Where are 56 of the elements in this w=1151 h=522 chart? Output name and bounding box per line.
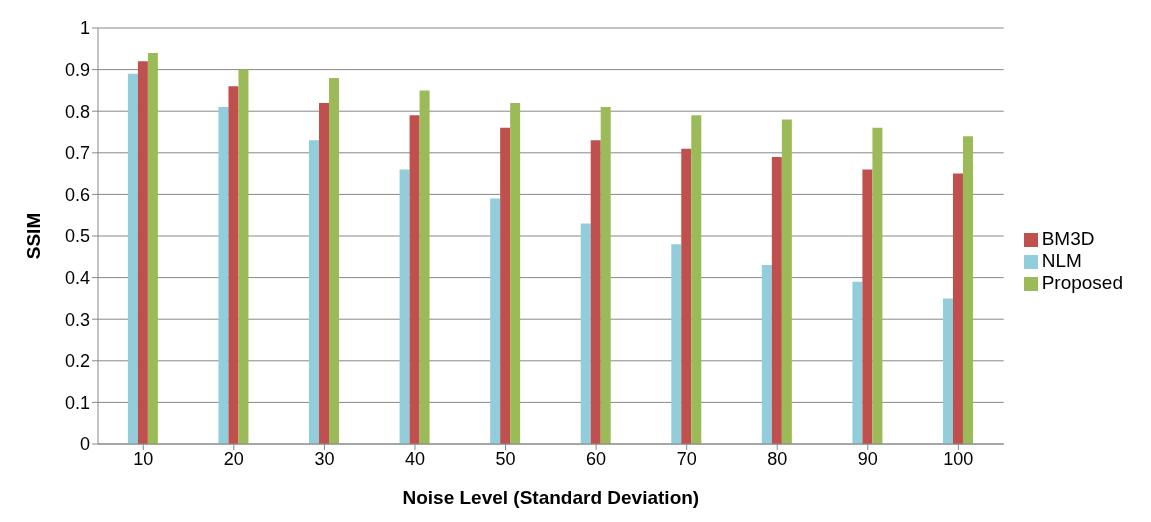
bar	[952, 173, 963, 444]
bar	[319, 102, 330, 444]
y-tick-label: 0	[79, 434, 90, 455]
x-tick-label: 100	[943, 448, 974, 469]
legend-label: Proposed	[1041, 272, 1123, 293]
bar	[127, 73, 138, 444]
x-axis-title: Noise Level (Standard Deviation)	[402, 487, 700, 508]
y-tick-label: 0.3	[64, 309, 90, 330]
bar	[962, 136, 973, 444]
bar	[147, 52, 158, 444]
bar	[781, 119, 792, 444]
legend-label: NLM	[1041, 250, 1082, 271]
y-tick-label: 0.2	[64, 351, 90, 372]
y-axis-title: SSIM	[22, 212, 44, 260]
bar	[942, 298, 953, 444]
bar	[862, 169, 873, 444]
bar	[399, 169, 410, 444]
x-tick-label: 20	[223, 448, 244, 469]
bar	[329, 77, 340, 444]
bar	[500, 127, 511, 444]
y-tick-label: 0.4	[64, 267, 90, 288]
x-tick-label: 90	[857, 448, 878, 469]
bar	[580, 223, 591, 444]
x-tick-label: 70	[676, 448, 697, 469]
x-tick-label: 60	[586, 448, 607, 469]
y-tick-label: 0.7	[64, 143, 90, 164]
bar	[309, 140, 320, 444]
y-tick-label: 1	[79, 18, 90, 39]
bar	[852, 281, 863, 444]
bar	[409, 115, 420, 444]
y-tick-label: 0.6	[64, 184, 90, 205]
y-tick-label: 0.9	[64, 59, 90, 80]
y-tick-label: 0.8	[64, 101, 90, 122]
y-tick-label: 0.1	[64, 392, 90, 413]
bar	[218, 107, 229, 444]
x-tick-label: 50	[495, 448, 516, 469]
bar	[490, 198, 501, 444]
x-tick-label: 40	[404, 448, 425, 469]
bar	[600, 107, 611, 444]
x-tick-label: 10	[133, 448, 154, 469]
bar	[228, 86, 239, 444]
legend-label: BM3D	[1041, 228, 1095, 249]
bar	[691, 115, 702, 444]
bar	[671, 244, 682, 444]
bar	[872, 127, 883, 444]
x-tick-label: 30	[314, 448, 335, 469]
bar	[681, 148, 692, 444]
y-tick-label: 0.5	[64, 226, 90, 247]
bar	[761, 265, 772, 444]
bar	[590, 140, 601, 444]
bar	[419, 90, 430, 444]
bar	[238, 69, 249, 444]
bar	[771, 156, 782, 444]
x-tick-label: 80	[767, 448, 788, 469]
bar	[137, 61, 148, 444]
bar	[510, 102, 521, 444]
